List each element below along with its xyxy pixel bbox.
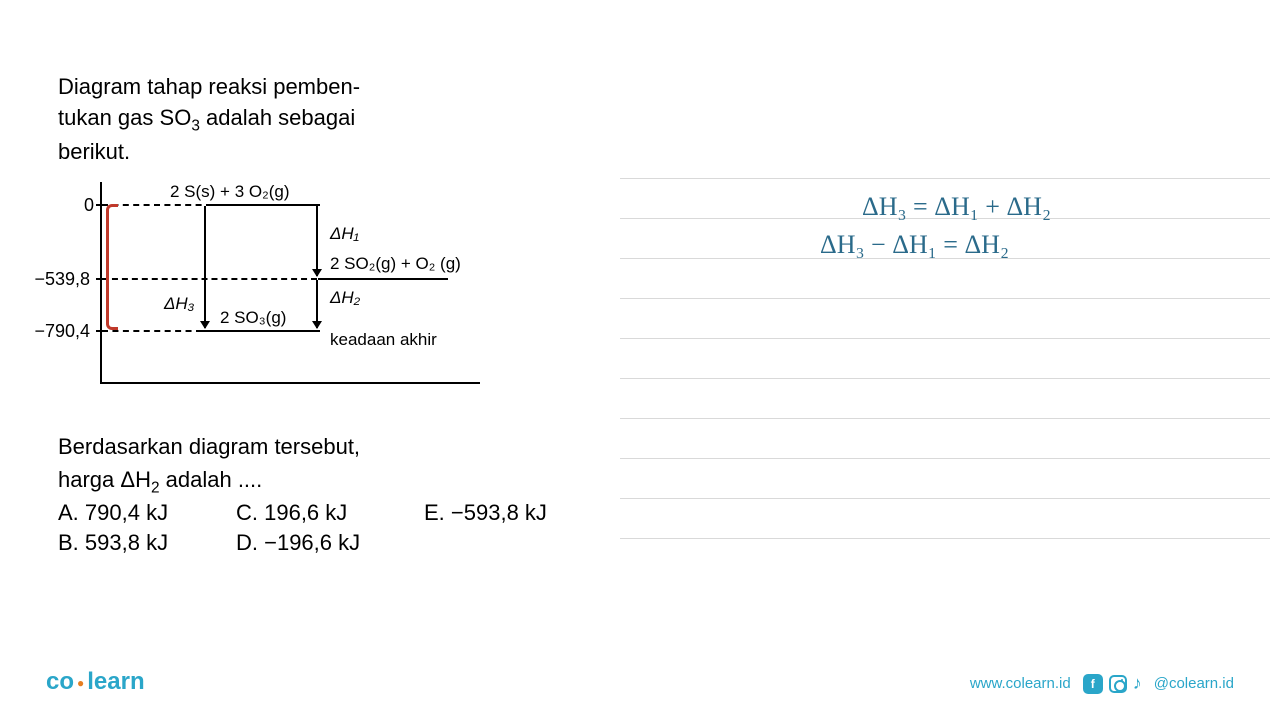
level-mid: [318, 278, 448, 280]
logo: co●learn: [46, 668, 145, 696]
options: A. 790,4 kJ C. 196,6 kJ E. −593,8 kJ B. …: [58, 500, 678, 560]
facebook-icon: f: [1083, 674, 1103, 694]
label-dh1: ΔH₁: [330, 224, 359, 244]
handwritten-eq1: ΔH₃ = ΔH₁ + ΔH₂: [862, 192, 1051, 222]
question-line1: Diagram tahap reaksi pemben-: [58, 72, 418, 103]
footer-handle: @colearn.id: [1154, 675, 1234, 692]
q2-line2: harga ΔH2 adalah ....: [58, 463, 618, 500]
question-prompt: Berdasarkan diagram tersebut, harga ΔH2 …: [58, 430, 618, 500]
level-low: [202, 330, 320, 332]
arrow-dh1: [316, 206, 318, 276]
logo-learn: learn: [87, 668, 144, 695]
species-mid: 2 SO₂(g) + O₂ (g): [330, 254, 461, 274]
y-axis: [100, 182, 102, 382]
tiktok-icon: ♪: [1133, 673, 1142, 694]
level-top: [212, 204, 320, 206]
label-dh3: ΔH₃: [164, 294, 194, 314]
option-c: C. 196,6 kJ: [236, 500, 396, 526]
footer-url: www.colearn.id: [970, 675, 1071, 692]
y-label-zero: 0: [24, 195, 94, 216]
social-icons: f ♪: [1083, 673, 1142, 694]
footer: co●learn www.colearn.id f ♪ @colearn.id: [0, 666, 1280, 696]
y-label-mid: −539,8: [20, 269, 90, 290]
q2-line1: Berdasarkan diagram tersebut,: [58, 430, 618, 463]
y-label-low: −790,4: [20, 321, 90, 342]
final-state: keadaan akhir: [330, 330, 437, 350]
question-line2: tukan gas SO3 adalah sebagai: [58, 103, 418, 137]
label-dh2: ΔH₂: [330, 288, 360, 308]
question-line3: berikut.: [58, 137, 418, 168]
dashed-mid: [102, 278, 317, 280]
logo-co: co: [46, 668, 74, 695]
option-d: D. −196,6 kJ: [236, 530, 360, 556]
option-b: B. 593,8 kJ: [58, 530, 208, 556]
option-a: A. 790,4 kJ: [58, 500, 208, 526]
arrow-dh3: [204, 206, 206, 328]
species-top: 2 S(s) + 3 O₂(g): [170, 182, 290, 202]
dashed-zero: [102, 204, 212, 206]
brace-dh3: [106, 204, 118, 330]
instagram-icon: [1109, 675, 1127, 693]
species-low: 2 SO₃(g): [220, 308, 286, 328]
arrow-dh2: [316, 280, 318, 328]
question-text: Diagram tahap reaksi pemben- tukan gas S…: [58, 72, 418, 168]
energy-diagram: 0 −539,8 −790,4 2 S(s) + 3 O₂(g) 2 SO₂(g…: [20, 182, 510, 392]
logo-dot-icon: ●: [74, 676, 87, 690]
x-axis: [100, 382, 480, 384]
dashed-low: [102, 330, 202, 332]
footer-right: www.colearn.id f ♪ @colearn.id: [970, 673, 1234, 694]
handwritten-eq2: ΔH₃ − ΔH₁ = ΔH₂: [820, 230, 1009, 260]
option-e: E. −593,8 kJ: [424, 500, 547, 526]
